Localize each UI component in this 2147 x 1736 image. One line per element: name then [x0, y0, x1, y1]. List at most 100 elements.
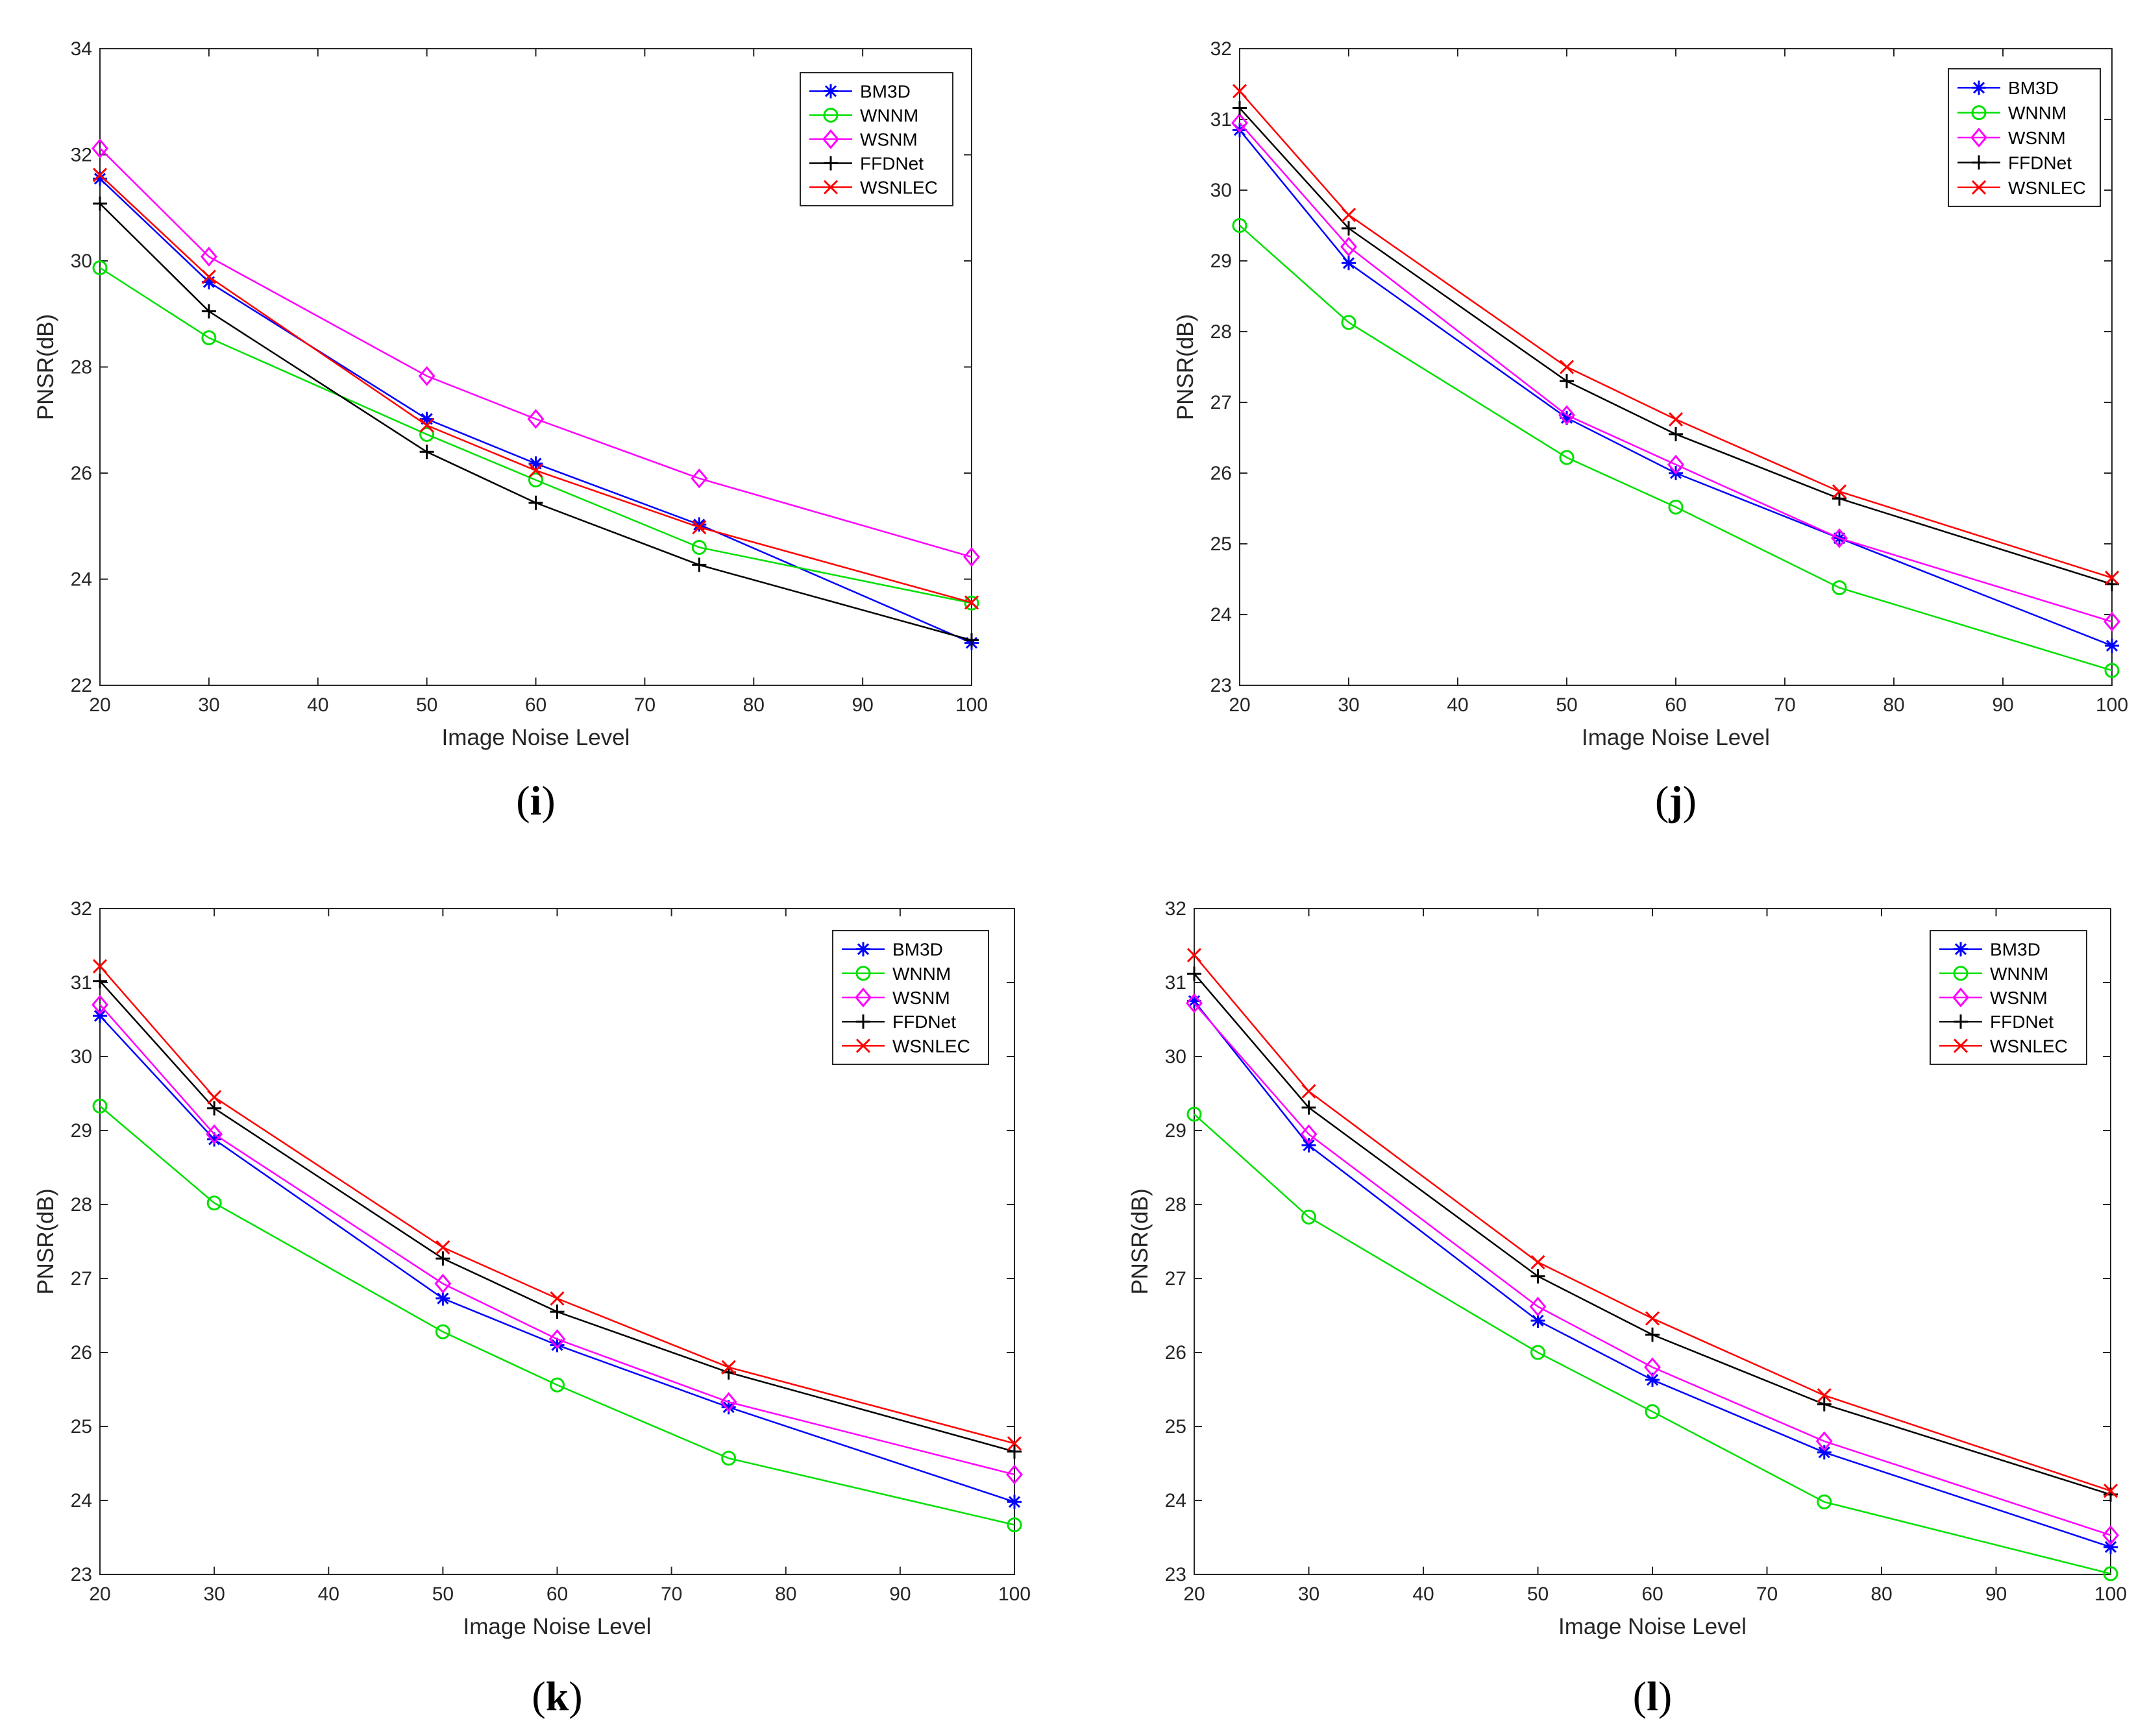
- legend-label: FFDNet: [1990, 1012, 2054, 1032]
- data-point-wnnm: [419, 426, 435, 442]
- data-point-wsnlec: [2104, 570, 2120, 585]
- data-point-wsnm: [548, 1329, 566, 1349]
- data-point-wsnlec: [1186, 947, 1202, 962]
- data-point-bm3d: [93, 1009, 107, 1023]
- x-tick-label: 30: [198, 694, 219, 716]
- y-tick-label: 24: [1210, 604, 1232, 626]
- y-tick-label: 30: [71, 251, 92, 272]
- legend-entry-bm3d: BM3D: [1957, 78, 2059, 98]
- data-point-wsnlec: [92, 959, 108, 973]
- legend-entry-ffdnet: FFDNet: [842, 1012, 956, 1032]
- data-point-bm3d: [207, 1132, 222, 1147]
- data-point-wsnm: [1300, 1124, 1318, 1145]
- legend-label: WNNM: [1990, 964, 2048, 984]
- legend-marker: [1971, 105, 1987, 121]
- series-line-wnnm: [1239, 225, 2113, 672]
- y-axis-label: PNSR(dB): [33, 1188, 58, 1294]
- series-wsnlec: [92, 167, 979, 610]
- series-line-wnnm: [99, 1105, 1015, 1526]
- legend-label: BM3D: [860, 82, 911, 102]
- y-tick-label: 31: [1165, 972, 1186, 994]
- legend-label: WSNLEC: [2008, 178, 2086, 198]
- data-point-wsnm: [1644, 1357, 1661, 1378]
- y-tick-label: 30: [1165, 1046, 1186, 1068]
- legend-marker: [1970, 127, 1987, 148]
- y-tick-label: 29: [71, 1120, 92, 1142]
- y-tick-label: 26: [71, 1342, 92, 1363]
- panel-caption: (i): [516, 777, 555, 824]
- data-point-ffdnet: [528, 495, 543, 510]
- data-point-wsnm: [1529, 1296, 1547, 1317]
- legend-entry-bm3d: BM3D: [1939, 940, 2041, 960]
- x-axis: 20 30 40 50 60 70 80 90 100: [1183, 909, 2127, 1605]
- y-tick-label: 26: [71, 463, 92, 484]
- y-tick-label: 32: [71, 145, 92, 166]
- series-line-ffdnet: [99, 202, 972, 641]
- x-tick-label: 60: [525, 694, 546, 716]
- series-ffdnet: [93, 973, 1022, 1459]
- legend-entry-wsnlec: WSNLEC: [809, 178, 938, 198]
- series-line-wsnm: [99, 1004, 1015, 1476]
- x-tick-label: 80: [775, 1583, 796, 1605]
- data-point-ffdnet: [1832, 491, 1846, 506]
- y-tick-label: 30: [1210, 180, 1232, 201]
- data-point-wsnm: [206, 1124, 223, 1145]
- y-tick-label: 28: [1210, 321, 1232, 343]
- data-point-wsnlec: [964, 595, 979, 610]
- y-tick-label: 28: [71, 1194, 92, 1216]
- caption-open-paren: (: [1633, 1673, 1647, 1719]
- caption-letter: k: [546, 1673, 569, 1719]
- y-tick-label: 26: [1165, 1342, 1186, 1363]
- series-line-wsnm: [1194, 1003, 2111, 1536]
- chart-panel-l: 20 30 40 50 60 70 80 90 100 23 24 25 26 27 28 29 30 31 32 I…: [1074, 868, 2147, 1736]
- data-point-ffdnet: [419, 445, 434, 459]
- legend-label: BM3D: [892, 940, 943, 960]
- legend-label: WSNM: [2008, 128, 2066, 148]
- data-point-wsnm: [2104, 611, 2120, 632]
- legend-entry-wsnm: WSNM: [1939, 987, 2048, 1008]
- data-point-wnnm: [1232, 218, 1247, 233]
- legend: BM3D WNNM WSNM FFDNet WSNLEC: [1948, 68, 2101, 207]
- legend-label: WSNLEC: [860, 178, 938, 198]
- chart-panel-j: 20 30 40 50 60 70 80 90 100 23 24 25 26 27 28 29 30 31 32 I…: [1074, 0, 2147, 868]
- data-point-ffdnet: [1342, 221, 1356, 236]
- legend-label: WSNLEC: [1990, 1036, 2068, 1056]
- x-tick-label: 20: [89, 694, 110, 716]
- data-point-bm3d: [1301, 1138, 1316, 1153]
- data-point-wsnm: [1231, 113, 1248, 133]
- caption-close-paren: ): [1658, 1673, 1672, 1719]
- x-tick-label: 40: [318, 1583, 339, 1605]
- legend-label: WNNM: [860, 106, 918, 126]
- chart-l: 20 30 40 50 60 70 80 90 100 23 24 25 26 27 28 29 30 31 32 I…: [1127, 898, 2127, 1719]
- legend-entry-wnnm: WNNM: [1957, 103, 2067, 123]
- data-point-wsnm: [1831, 528, 1848, 548]
- y-tick-label: 32: [1210, 38, 1232, 60]
- series-ffdnet: [1233, 101, 2119, 592]
- series-wnnm: [92, 260, 979, 611]
- data-point-wsnlec: [1301, 1084, 1316, 1099]
- x-tick-label: 80: [1883, 694, 1904, 716]
- x-tick-label: 40: [307, 694, 328, 716]
- data-point-wnnm: [92, 1098, 108, 1114]
- data-point-ffdnet: [1669, 427, 1683, 442]
- x-tick-label: 50: [1556, 694, 1577, 716]
- x-tick-label: 90: [889, 1583, 911, 1605]
- caption-open-paren: (: [532, 1673, 545, 1719]
- data-point-wsnlec: [692, 520, 707, 535]
- data-point-wsnlec: [1817, 1388, 1832, 1403]
- legend-marker: [1953, 1038, 1969, 1053]
- series-wsnlec: [1186, 947, 2118, 1498]
- data-point-bm3d: [93, 171, 107, 186]
- legend-entry-wsnm: WSNM: [842, 987, 950, 1008]
- series-ffdnet: [1187, 966, 2118, 1502]
- series-line-bm3d: [1194, 1000, 2111, 1548]
- series-wsnm: [1231, 113, 2120, 632]
- series-line-ffdnet: [99, 980, 1015, 1452]
- series-line-bm3d: [99, 1015, 1015, 1503]
- caption-open-paren: (: [516, 777, 530, 824]
- x-tick-label: 70: [1774, 694, 1795, 716]
- y-tick-label: 25: [1210, 533, 1232, 555]
- series-wnnm: [1186, 1106, 2118, 1582]
- x-tick-label: 60: [546, 1583, 568, 1605]
- data-point-wsnlec: [92, 167, 108, 182]
